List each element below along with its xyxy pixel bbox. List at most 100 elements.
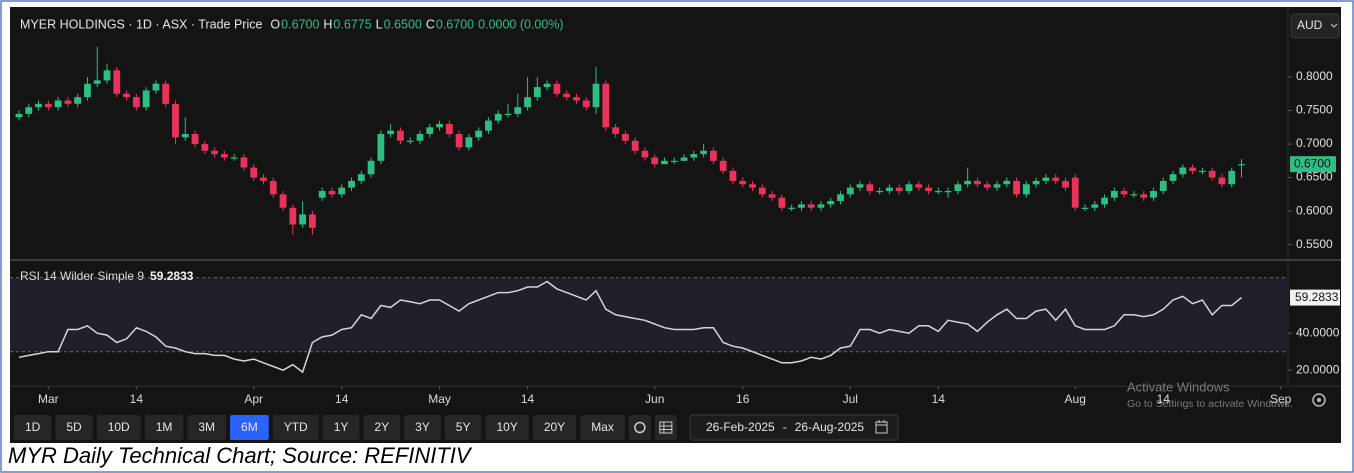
range-button-bg[interactable]	[532, 415, 577, 440]
range-button[interactable]: YTD	[272, 415, 319, 440]
range-button-bg[interactable]	[187, 415, 227, 440]
range-button-label[interactable]: 10D	[108, 420, 130, 434]
candle-body	[44, 103, 52, 108]
currency-select[interactable]: AUD	[1290, 13, 1340, 39]
range-button-bg[interactable]	[272, 415, 319, 440]
range-button-label[interactable]: 1D	[25, 420, 41, 434]
candle-body	[1198, 170, 1206, 173]
candle-body	[533, 87, 541, 98]
range-button[interactable]: 1D	[14, 415, 52, 440]
range-button-label[interactable]: YTD	[284, 420, 308, 434]
range-button[interactable]: 20Y	[532, 415, 577, 440]
candle-body	[1238, 164, 1245, 166]
candle-body	[934, 190, 942, 193]
range-button-label[interactable]: 2Y	[374, 420, 389, 434]
candle-body	[406, 140, 414, 142]
range-button-label[interactable]: 5D	[66, 420, 82, 434]
date-range-to[interactable]: 26-Aug-2025	[795, 420, 865, 434]
range-button[interactable]: 3Y	[404, 415, 441, 440]
range-button-bg[interactable]	[404, 415, 441, 440]
date-range-separator[interactable]: -	[783, 420, 787, 434]
x-tick-label: 14	[1157, 392, 1171, 406]
range-button-label[interactable]: 20Y	[544, 420, 565, 434]
candle-body	[729, 170, 737, 181]
settings-icon[interactable]	[1312, 393, 1326, 407]
table-button[interactable]	[654, 415, 677, 440]
ohlc-value: 0.6500	[384, 17, 422, 31]
range-button[interactable]: 3M	[187, 415, 227, 440]
range-button-label[interactable]: 1M	[156, 420, 173, 434]
range-button[interactable]: 1M	[144, 415, 184, 440]
candle-body	[798, 204, 805, 208]
currency-box[interactable]	[1290, 13, 1340, 39]
range-button-bg[interactable]	[444, 415, 482, 440]
range-button-label[interactable]: 5Y	[456, 420, 471, 434]
candle-body	[191, 134, 199, 145]
rsi-current-label: 59.2833	[1295, 290, 1339, 304]
range-button-label[interactable]: 1Y	[334, 420, 349, 434]
settings-button-bg[interactable]	[628, 415, 651, 440]
range-button[interactable]: 6M	[230, 415, 269, 440]
y-tick-label: 0.8000	[1296, 69, 1333, 83]
range-button[interactable]: 10Y	[485, 415, 529, 440]
range-button[interactable]: 10D	[96, 415, 141, 440]
range-button-bg[interactable]	[580, 415, 625, 440]
rsi-line	[18, 280, 1242, 374]
candle-body	[758, 187, 766, 195]
range-button-bg[interactable]	[485, 415, 529, 440]
range-button-bg[interactable]	[322, 415, 360, 440]
range-button-label[interactable]: 3M	[198, 420, 215, 434]
candle-body	[1101, 197, 1108, 205]
range-button-bg[interactable]	[363, 415, 401, 440]
candle-body	[504, 113, 512, 116]
candle-body	[250, 167, 258, 178]
range-button-bg[interactable]	[96, 415, 141, 440]
range-button[interactable]: 1Y	[322, 415, 360, 440]
settings-ring[interactable]	[1312, 393, 1326, 407]
range-button-label[interactable]: 6M	[241, 420, 258, 434]
currency[interactable]: AUD	[1297, 18, 1323, 32]
candle-body	[328, 190, 336, 195]
ohlc-value: 0.6700	[281, 17, 319, 31]
range-button[interactable]: 5Y	[444, 415, 482, 440]
candle-body	[54, 100, 62, 108]
range-button-bg[interactable]	[14, 415, 52, 440]
range-button[interactable]: Max	[580, 415, 625, 440]
last-price-label: 0.6700	[1294, 156, 1331, 170]
candle-body	[299, 214, 307, 225]
chevron	[1330, 23, 1338, 28]
candle-body	[15, 113, 23, 118]
ohlc-label: L	[376, 17, 383, 31]
gear-icon	[634, 421, 646, 434]
table-button-bg[interactable]	[654, 415, 677, 440]
candle-body	[621, 134, 629, 141]
candle-body	[709, 150, 717, 161]
date-range[interactable]: 26-Feb-2025-26-Aug-2025	[689, 414, 899, 441]
range-button-bg[interactable]	[230, 415, 269, 440]
date-range-from[interactable]: 26-Feb-2025	[706, 420, 775, 434]
range-button-label[interactable]: 3Y	[415, 420, 430, 434]
range-button-label[interactable]: Max	[591, 420, 614, 434]
price-change: 0.0000 (0.00%)	[478, 17, 563, 31]
instrument-title: MYER HOLDINGS · 1D · ASX · Trade Price	[20, 17, 262, 31]
range-button-bg[interactable]	[55, 415, 93, 440]
range-button[interactable]: 2Y	[363, 415, 401, 440]
date-range-box[interactable]	[689, 414, 899, 441]
x-tick-label: 14	[932, 392, 946, 406]
candle-body	[1110, 190, 1118, 198]
candle-body	[475, 130, 483, 138]
ohlc-value: 0.6775	[333, 17, 371, 31]
candle-body	[416, 134, 424, 141]
calendar-icon	[875, 420, 888, 434]
candle-body	[670, 160, 678, 163]
candle-body	[661, 160, 668, 165]
candle-body	[974, 180, 981, 185]
range-button-bg[interactable]	[144, 415, 184, 440]
range-button[interactable]: 5D	[55, 415, 93, 440]
candle-body	[837, 194, 844, 202]
settings-button[interactable]	[628, 415, 651, 440]
candle-body	[279, 194, 287, 208]
candle-body	[230, 157, 238, 159]
range-button-label[interactable]: 10Y	[496, 420, 517, 434]
